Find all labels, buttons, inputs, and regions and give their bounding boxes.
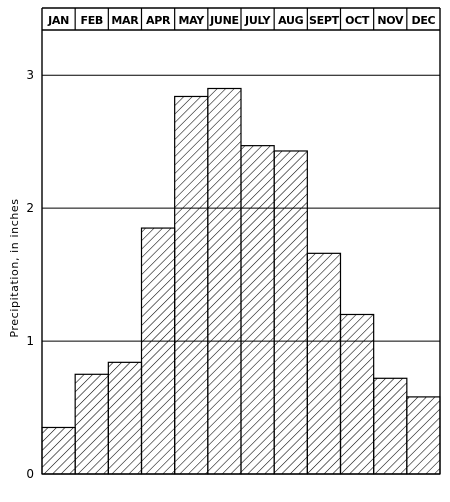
bar-sept bbox=[306, 252, 342, 475]
bar-apr bbox=[140, 227, 176, 475]
bar-july bbox=[240, 145, 275, 475]
bar-jan bbox=[41, 426, 76, 475]
y-tick-label: 3 bbox=[26, 68, 34, 82]
month-label-mar: MAR bbox=[111, 14, 139, 27]
bar-feb bbox=[74, 373, 109, 475]
bars bbox=[41, 87, 441, 475]
y-axis-ticks: 0 1 2 3 bbox=[26, 68, 34, 481]
month-label-sept: SEPT bbox=[309, 14, 340, 27]
month-label-dec: DEC bbox=[412, 14, 436, 27]
y-tick-label: 0 bbox=[26, 467, 34, 481]
y-axis-label: Precipitation, in inches bbox=[8, 198, 21, 337]
month-label-may: MAY bbox=[179, 14, 206, 27]
month-label-june: JUNE bbox=[209, 14, 239, 27]
month-label-aug: AUG bbox=[278, 14, 304, 27]
month-label-july: JULY bbox=[244, 14, 271, 27]
bar-mar bbox=[107, 361, 143, 475]
month-label-nov: NOV bbox=[377, 14, 404, 27]
month-label-oct: OCT bbox=[345, 14, 370, 27]
bar-june bbox=[207, 87, 242, 475]
bar-oct bbox=[339, 313, 375, 475]
month-header: JAN FEB MAR APR MAY JUNE JULY AUG SEPT OCT NOV DEC bbox=[47, 8, 436, 30]
month-label-feb: FEB bbox=[80, 14, 103, 27]
bar-nov bbox=[373, 377, 408, 475]
month-label-jan: JAN bbox=[47, 14, 69, 27]
bar-may bbox=[174, 95, 209, 475]
y-tick-label: 1 bbox=[26, 334, 34, 348]
bar-dec bbox=[406, 396, 441, 475]
bar-aug bbox=[273, 150, 308, 475]
y-tick-label: 2 bbox=[26, 201, 34, 215]
month-label-apr: APR bbox=[146, 14, 171, 27]
